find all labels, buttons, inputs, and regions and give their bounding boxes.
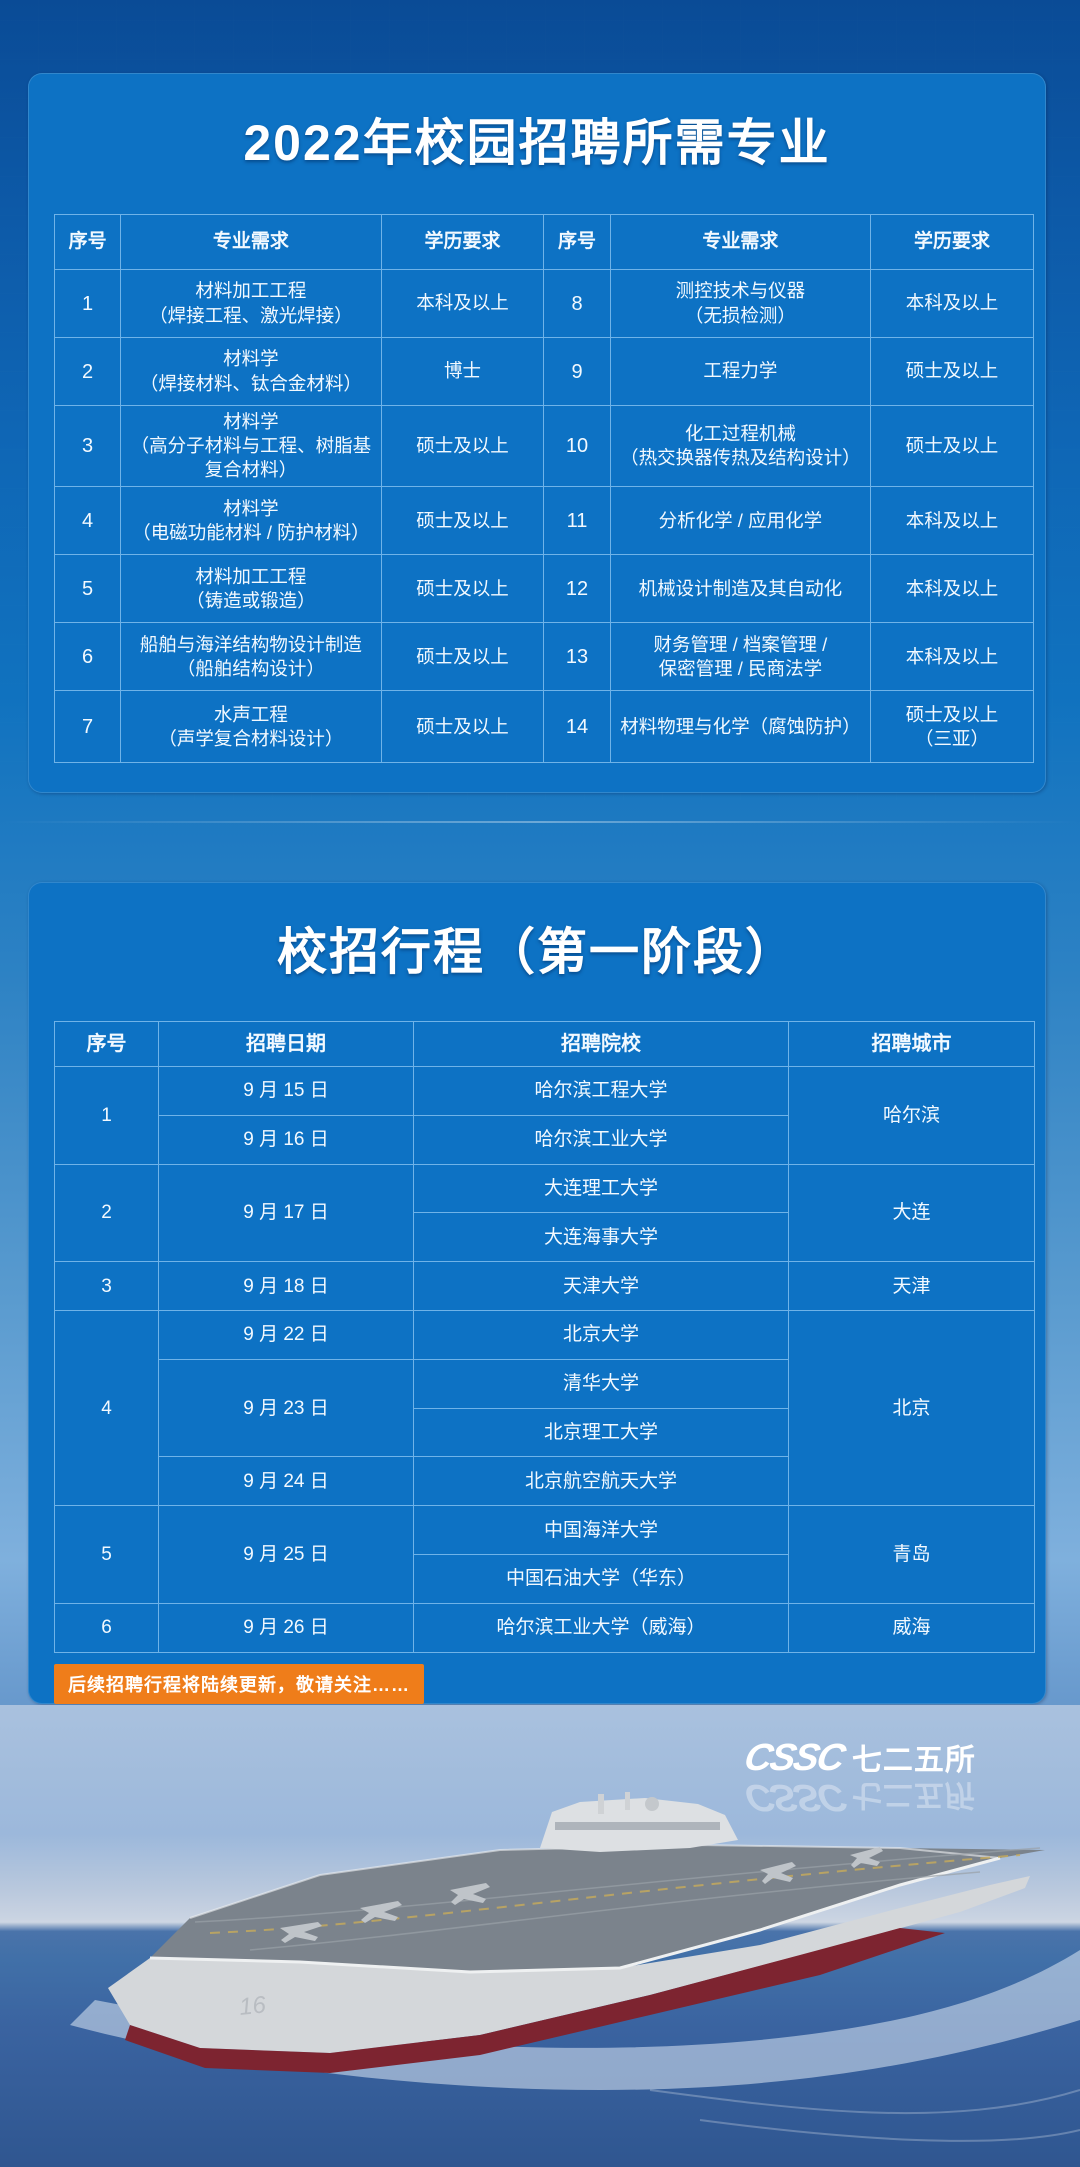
svg-text:16: 16 <box>238 1991 268 2021</box>
